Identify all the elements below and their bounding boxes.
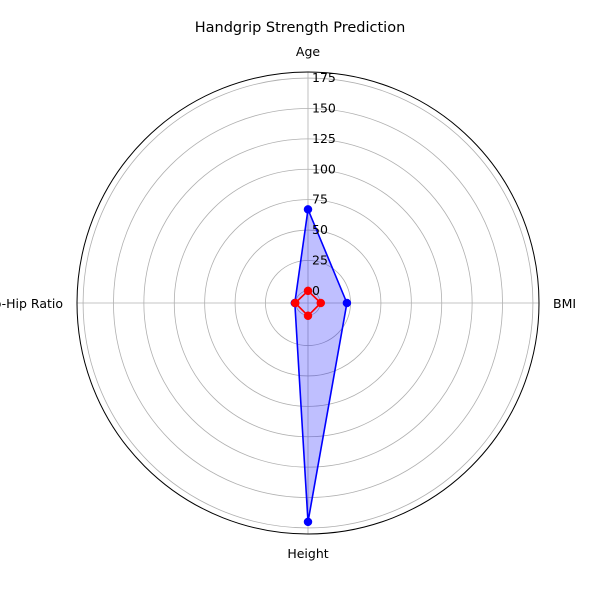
r-tick-label-4: 100 [312, 161, 336, 176]
axis-label-age: Age [296, 44, 320, 59]
series-1-point-0 [303, 286, 313, 296]
r-tick-label-5: 125 [312, 131, 336, 146]
r-tick-label-6: 150 [312, 100, 336, 115]
series-1-point-1 [316, 298, 326, 308]
series-1-point-2 [303, 311, 313, 321]
series-0-point-1 [342, 298, 352, 308]
chart-title: Handgrip Strength Prediction [194, 20, 406, 36]
series-layer [290, 205, 352, 527]
r-tick-label-1: 25 [312, 252, 328, 267]
r-tick-label-0: 0 [312, 283, 320, 298]
axis-label-bmi: BMI [553, 296, 576, 311]
r-tick-label-2: 50 [312, 222, 328, 237]
axis-label-waist-to-hip-ratio: Waist-to-Hip Ratio [0, 296, 63, 311]
polar-frame [76, 71, 540, 535]
series-1-point-3 [290, 298, 300, 308]
series-0-point-2 [303, 517, 313, 527]
series-0-point-0 [303, 205, 313, 214]
axis-label-height: Height [287, 546, 328, 561]
label-layer: 0 25 50 75 100 125 150 175 Age BMI Height Waist-to-… [0, 44, 576, 561]
r-tick-label-3: 75 [312, 192, 328, 207]
r-tick-label-7: 175 [312, 70, 336, 85]
